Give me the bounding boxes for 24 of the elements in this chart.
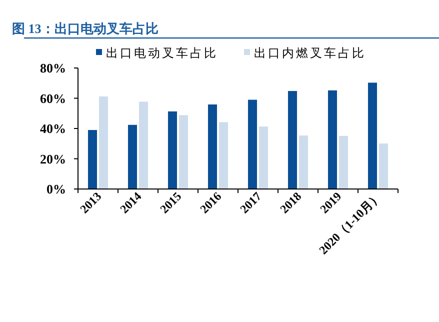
y-tick-label: 40%	[40, 121, 66, 136]
legend-label: 出口电动叉车占比	[106, 46, 218, 60]
y-tick-label: 60%	[40, 90, 66, 106]
bar	[88, 130, 97, 189]
bar	[139, 102, 148, 189]
y-tick-label: 0%	[46, 182, 66, 196]
bar	[299, 135, 308, 189]
legend-label: 出口内燃叉车占比	[254, 46, 366, 60]
bar	[208, 104, 217, 189]
bar	[128, 124, 137, 189]
chart-title: 图 13：出口电动叉车占比	[12, 21, 158, 36]
bar	[179, 115, 188, 189]
bar	[168, 111, 177, 189]
bar	[368, 82, 377, 189]
bar	[288, 90, 297, 189]
bar	[99, 96, 108, 189]
bar	[259, 126, 268, 189]
bar	[248, 100, 257, 189]
bar	[328, 90, 337, 189]
bar	[339, 136, 348, 189]
bar	[379, 143, 388, 189]
y-tick-label: 20%	[40, 151, 66, 166]
bar	[219, 122, 228, 189]
y-tick-label: 80%	[40, 60, 66, 76]
